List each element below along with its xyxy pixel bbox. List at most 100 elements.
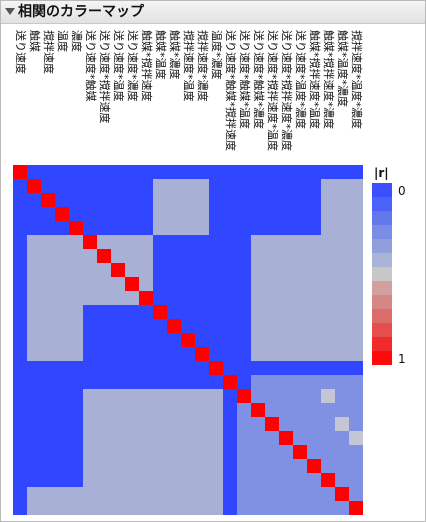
heatmap-cell[interactable] — [125, 263, 139, 277]
heatmap-cell[interactable] — [97, 263, 111, 277]
heatmap-cell[interactable] — [125, 333, 139, 347]
heatmap-cell[interactable] — [181, 305, 195, 319]
heatmap-cell[interactable] — [125, 473, 139, 487]
heatmap-cell[interactable] — [279, 459, 293, 473]
heatmap-cell[interactable] — [293, 473, 307, 487]
heatmap-cell[interactable] — [279, 375, 293, 389]
heatmap-cell[interactable] — [83, 263, 97, 277]
heatmap-cell[interactable] — [153, 347, 167, 361]
heatmap-cell[interactable] — [181, 207, 195, 221]
heatmap-cell[interactable] — [279, 445, 293, 459]
heatmap-cell[interactable] — [55, 431, 69, 445]
heatmap-cell[interactable] — [181, 487, 195, 501]
heatmap-cell[interactable] — [153, 445, 167, 459]
heatmap-cell[interactable] — [307, 291, 321, 305]
heatmap-cell[interactable] — [251, 179, 265, 193]
heatmap-cell[interactable] — [69, 221, 83, 235]
heatmap-cell[interactable] — [223, 221, 237, 235]
heatmap-cell[interactable] — [69, 193, 83, 207]
heatmap-cell[interactable] — [335, 417, 349, 431]
heatmap-cell[interactable] — [195, 165, 209, 179]
heatmap-cell[interactable] — [125, 459, 139, 473]
heatmap-cell[interactable] — [181, 221, 195, 235]
heatmap-cell[interactable] — [265, 487, 279, 501]
heatmap-cell[interactable] — [139, 501, 153, 515]
heatmap-cell[interactable] — [209, 361, 223, 375]
heatmap-cell[interactable] — [111, 361, 125, 375]
heatmap-cell[interactable] — [265, 403, 279, 417]
heatmap-cell[interactable] — [139, 319, 153, 333]
heatmap-cell[interactable] — [97, 403, 111, 417]
heatmap-cell[interactable] — [349, 193, 363, 207]
heatmap-cell[interactable] — [97, 179, 111, 193]
heatmap-cell[interactable] — [41, 459, 55, 473]
heatmap-cell[interactable] — [167, 375, 181, 389]
heatmap-cell[interactable] — [27, 501, 41, 515]
heatmap-cell[interactable] — [55, 263, 69, 277]
heatmap-cell[interactable] — [167, 473, 181, 487]
heatmap-cell[interactable] — [307, 403, 321, 417]
heatmap-cell[interactable] — [125, 501, 139, 515]
heatmap-cell[interactable] — [349, 333, 363, 347]
heatmap-cell[interactable] — [13, 193, 27, 207]
heatmap-cell[interactable] — [83, 179, 97, 193]
heatmap-cell[interactable] — [321, 235, 335, 249]
heatmap-cell[interactable] — [209, 501, 223, 515]
heatmap-cell[interactable] — [27, 347, 41, 361]
heatmap-cell[interactable] — [265, 277, 279, 291]
heatmap-cell[interactable] — [13, 459, 27, 473]
heatmap-cell[interactable] — [139, 389, 153, 403]
heatmap-cell[interactable] — [265, 249, 279, 263]
heatmap-cell[interactable] — [83, 361, 97, 375]
heatmap-cell[interactable] — [223, 291, 237, 305]
heatmap-cell[interactable] — [237, 263, 251, 277]
heatmap-cell[interactable] — [321, 249, 335, 263]
heatmap-cell[interactable] — [279, 501, 293, 515]
heatmap-cell[interactable] — [279, 487, 293, 501]
heatmap-cell[interactable] — [251, 165, 265, 179]
heatmap-cell[interactable] — [41, 277, 55, 291]
heatmap-cell[interactable] — [335, 403, 349, 417]
heatmap-cell[interactable] — [13, 263, 27, 277]
heatmap-cell[interactable] — [27, 291, 41, 305]
heatmap-cell[interactable] — [125, 319, 139, 333]
heatmap-cell[interactable] — [293, 319, 307, 333]
heatmap-cell[interactable] — [209, 347, 223, 361]
heatmap-cell[interactable] — [27, 277, 41, 291]
heatmap-cell[interactable] — [265, 165, 279, 179]
heatmap-cell[interactable] — [111, 501, 125, 515]
heatmap-cell[interactable] — [293, 179, 307, 193]
heatmap-cell[interactable] — [167, 263, 181, 277]
heatmap-cell[interactable] — [111, 207, 125, 221]
heatmap-cell[interactable] — [111, 459, 125, 473]
heatmap-cell[interactable] — [55, 333, 69, 347]
heatmap-cell[interactable] — [335, 333, 349, 347]
heatmap-cell[interactable] — [27, 361, 41, 375]
heatmap-cell[interactable] — [55, 487, 69, 501]
heatmap-cell[interactable] — [293, 501, 307, 515]
heatmap-cell[interactable] — [321, 347, 335, 361]
heatmap-cell[interactable] — [265, 193, 279, 207]
heatmap-cell[interactable] — [293, 305, 307, 319]
heatmap-cell[interactable] — [125, 249, 139, 263]
heatmap-cell[interactable] — [111, 403, 125, 417]
heatmap-cell[interactable] — [181, 347, 195, 361]
heatmap-cell[interactable] — [223, 459, 237, 473]
heatmap-cell[interactable] — [237, 319, 251, 333]
heatmap-cell[interactable] — [265, 417, 279, 431]
heatmap-cell[interactable] — [13, 431, 27, 445]
heatmap-cell[interactable] — [41, 263, 55, 277]
heatmap-cell[interactable] — [97, 207, 111, 221]
heatmap-cell[interactable] — [41, 305, 55, 319]
heatmap-cell[interactable] — [335, 249, 349, 263]
heatmap-cell[interactable] — [97, 333, 111, 347]
heatmap-cell[interactable] — [27, 179, 41, 193]
heatmap-cell[interactable] — [209, 403, 223, 417]
heatmap-cell[interactable] — [13, 277, 27, 291]
heatmap-cell[interactable] — [55, 179, 69, 193]
heatmap-cell[interactable] — [139, 165, 153, 179]
heatmap-cell[interactable] — [237, 375, 251, 389]
heatmap-cell[interactable] — [237, 235, 251, 249]
heatmap-cell[interactable] — [111, 165, 125, 179]
heatmap-cell[interactable] — [251, 277, 265, 291]
